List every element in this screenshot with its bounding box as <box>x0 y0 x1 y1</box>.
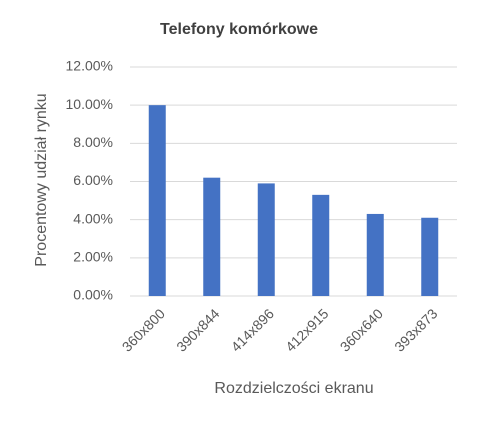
bar <box>312 194 330 296</box>
bar <box>203 177 221 296</box>
bar <box>148 105 166 297</box>
y-tick-label: 8.00% <box>73 134 113 150</box>
bar <box>421 217 439 296</box>
y-tick-label: 4.00% <box>73 210 113 226</box>
x-axis-label: Rozdzielczości ekranu <box>214 380 373 397</box>
bar <box>366 213 384 296</box>
bar <box>257 183 275 296</box>
y-tick-label: 6.00% <box>73 172 113 188</box>
y-tick-label: 2.00% <box>73 249 113 265</box>
chart-title: Telefony komórkowe <box>160 21 318 38</box>
y-axis-label: Procentowy udział rynku <box>33 93 50 266</box>
y-tick-label: 0.00% <box>73 287 113 303</box>
y-tick-label: 12.00% <box>66 58 113 74</box>
y-tick-label: 10.00% <box>66 96 113 112</box>
